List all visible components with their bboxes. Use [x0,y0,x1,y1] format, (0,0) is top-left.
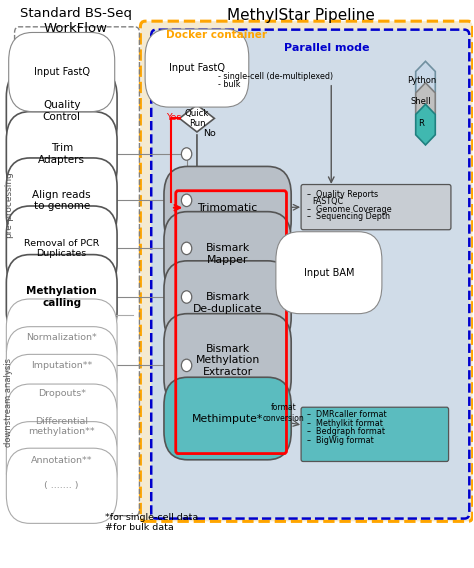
Text: Align reads
to genome: Align reads to genome [32,190,91,211]
Text: downstream analysis: downstream analysis [4,358,13,447]
Text: Shell: Shell [410,98,431,106]
Text: Bismark
Mapper: Bismark Mapper [205,243,250,265]
FancyBboxPatch shape [31,62,91,89]
Text: R: R [418,119,424,128]
Text: –  Bedgraph format: – Bedgraph format [307,427,385,436]
Polygon shape [416,83,435,123]
Text: –  DMRcaller format: – DMRcaller format [307,411,386,419]
Polygon shape [416,105,435,145]
FancyBboxPatch shape [6,327,117,404]
Text: –  Quality Reports: – Quality Reports [307,190,378,199]
Text: ( ....... ): ( ....... ) [45,481,79,490]
FancyBboxPatch shape [9,32,115,111]
FancyBboxPatch shape [33,64,93,91]
FancyBboxPatch shape [300,257,358,287]
Text: Normalization*: Normalization* [27,333,97,342]
FancyBboxPatch shape [6,299,117,377]
Text: Standard BS-Seq
WorkFlow: Standard BS-Seq WorkFlow [20,7,132,35]
Text: Bismark
De-duplicate: Bismark De-duplicate [193,293,262,314]
Text: –  Sequencing Depth: – Sequencing Depth [307,212,390,221]
Text: Removal of PCR
Duplicates: Removal of PCR Duplicates [24,239,100,258]
Text: Yes: Yes [166,113,182,122]
FancyBboxPatch shape [301,185,451,229]
Text: –  Genome Coverage: – Genome Coverage [307,204,392,214]
FancyBboxPatch shape [164,166,291,249]
Polygon shape [180,105,214,132]
Text: Docker container: Docker container [166,30,267,40]
FancyBboxPatch shape [6,158,117,243]
Text: No: No [203,129,216,138]
FancyBboxPatch shape [301,258,359,289]
Text: Quick
Run: Quick Run [185,108,209,128]
FancyBboxPatch shape [6,421,117,499]
Text: FASTQC: FASTQC [312,197,344,206]
Text: Trim
Adapters: Trim Adapters [38,143,85,165]
FancyBboxPatch shape [151,30,469,519]
FancyBboxPatch shape [6,384,117,469]
FancyBboxPatch shape [6,448,117,523]
FancyBboxPatch shape [301,407,448,461]
Text: pre-processing: pre-processing [4,172,13,239]
Text: Methylation
calling: Methylation calling [27,286,97,308]
Text: MethylStar Pipeline: MethylStar Pipeline [227,8,374,23]
Text: *for single-cell data: *for single-cell data [105,513,198,522]
Text: Quality
Control: Quality Control [43,100,81,122]
Polygon shape [416,61,435,102]
Text: Methimpute*: Methimpute* [192,414,263,424]
Circle shape [182,291,192,303]
Text: Input BAM: Input BAM [304,268,354,278]
Circle shape [182,148,192,160]
Circle shape [182,242,192,254]
FancyBboxPatch shape [145,29,249,107]
FancyBboxPatch shape [164,261,291,345]
FancyBboxPatch shape [169,56,225,82]
Circle shape [182,359,192,371]
FancyBboxPatch shape [140,21,473,521]
FancyBboxPatch shape [6,111,117,197]
Text: #for bulk data: #for bulk data [105,523,174,532]
Text: Trimomatic: Trimomatic [198,203,258,212]
Text: Dropouts*: Dropouts* [38,389,86,398]
Text: Python: Python [408,76,437,85]
FancyBboxPatch shape [6,69,117,153]
FancyBboxPatch shape [164,314,291,407]
Text: Bismark
Methylation
Extractor: Bismark Methylation Extractor [195,344,260,377]
Text: format
conversion: format conversion [262,403,304,423]
Text: –  Methylkit format: – Methylkit format [307,419,383,428]
FancyBboxPatch shape [164,377,291,460]
Text: - single-cell (de-multiplexed): - single-cell (de-multiplexed) [218,72,333,81]
FancyBboxPatch shape [276,232,382,314]
Text: Differential
methylation**: Differential methylation** [28,417,95,436]
FancyBboxPatch shape [6,254,117,340]
Circle shape [182,194,192,207]
FancyBboxPatch shape [6,206,117,291]
Text: –  BigWig format: – BigWig format [307,436,374,445]
Text: Input FastQ: Input FastQ [169,63,225,73]
FancyBboxPatch shape [171,58,226,84]
Text: - bulk: - bulk [218,80,241,89]
FancyBboxPatch shape [164,212,291,296]
Text: Annotation**: Annotation** [31,456,92,465]
Text: Parallel mode: Parallel mode [284,43,370,53]
FancyBboxPatch shape [6,354,117,432]
Text: Input FastQ: Input FastQ [34,67,90,77]
Text: Imputation**: Imputation** [31,361,92,370]
